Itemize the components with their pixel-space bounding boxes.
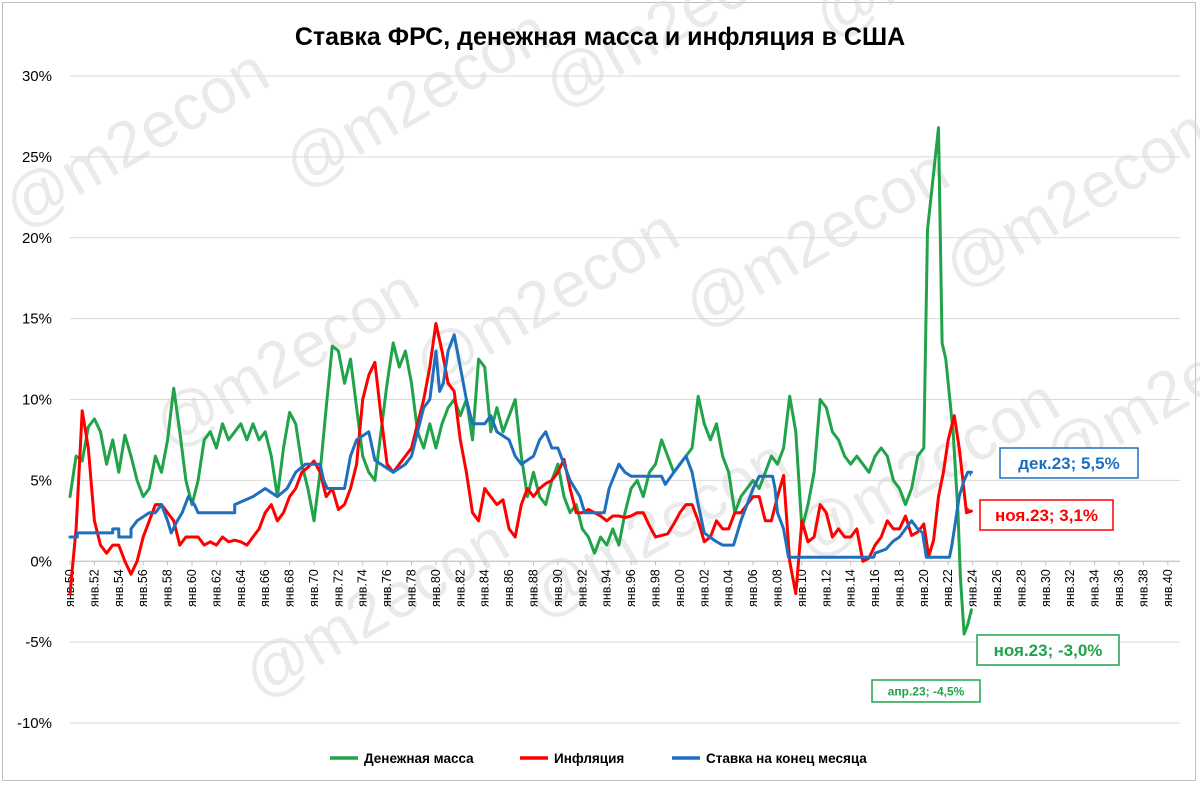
callout-label-rate-dec23: дек.23; 5,5% [1018,454,1120,473]
callout-leader-inflation-nov23 [966,507,971,512]
y-tick-label: 0% [30,553,52,570]
x-tick-label: янв.36 [1112,569,1126,607]
x-tick-label: янв.92 [575,569,589,607]
x-tick-label: янв.38 [1136,569,1150,607]
x-tick-label: янв.34 [1088,569,1102,607]
x-tick-label: янв.06 [746,569,760,607]
x-tick-label: янв.32 [1063,569,1077,607]
callout-leader-money-nov23 [969,609,973,615]
x-tick-label: янв.64 [234,569,248,607]
x-tick-label: янв.52 [87,569,101,607]
x-tick-label: янв.22 [941,569,955,607]
x-tick-label: янв.14 [844,569,858,607]
x-tick-label: янв.20 [917,569,931,607]
x-tick-label: янв.94 [600,569,614,607]
y-tick-label: 20% [22,230,52,247]
callout-label-money-nov23: ноя.23; -3,0% [994,641,1103,660]
x-tick-label: янв.96 [624,569,638,607]
series-line-fed-rate [68,333,973,559]
x-tick-label: янв.16 [868,569,882,607]
x-tick-label: янв.28 [1014,569,1028,607]
callout-leader-rate-dec23 [969,472,973,477]
x-tick-label: янв.26 [990,569,1004,607]
x-tick-label: янв.86 [502,569,516,607]
x-tick-label: янв.90 [551,569,565,607]
x-tick-label: янв.12 [819,569,833,607]
callout-label-inflation-nov23: ноя.23; 3,1% [995,506,1098,525]
x-tick-label: янв.72 [331,569,345,607]
x-tick-label: янв.78 [405,569,419,607]
callout-label-money-apr23: апр.23; -4,5% [888,684,965,698]
chart-title: Ставка ФРС, денежная масса и инфляция в … [295,23,905,51]
x-tick-label: янв.68 [283,569,297,607]
y-tick-label: -5% [25,634,52,651]
x-tick-label: янв.76 [380,569,394,607]
series-lines [68,126,973,636]
x-tick-label: янв.04 [722,569,736,607]
x-tick-label: янв.24 [966,569,980,607]
x-tick-label: янв.60 [185,569,199,607]
x-tick-label: янв.02 [697,569,711,607]
annotations: дек.23; 5,5% ноя.23; 3,1% ноя.23; -3,0% апр… [871,447,1139,703]
callout-leader-money-apr23 [963,632,966,635]
legend-label-inflation: Инфляция [554,751,624,766]
x-tick-label: янв.84 [478,569,492,607]
x-tick-label: янв.70 [307,569,321,607]
y-tick-label: -10% [17,715,52,732]
x-tick-label: янв.80 [429,569,443,607]
x-tick-label: янв.62 [209,569,223,607]
x-axis-ticks: янв.50 янв.52 янв.54 янв.56 янв.58 янв.60 янв.… [63,561,1175,607]
callout-box-money-nov23 [976,634,1120,666]
x-tick-label: янв.88 [527,569,541,607]
legend-label-fed-rate: Ставка на конец месяца [706,751,867,766]
legend: Денежная масса Инфляция Ставка на конец ме… [330,751,867,766]
x-tick-label: янв.66 [258,569,272,607]
y-axis-ticks: 30% 25% 20% 15% 10% 5% 0% -5% -10% [17,68,52,732]
y-tick-label: 25% [22,149,52,166]
x-tick-label: янв.30 [1039,569,1053,607]
x-tick-label: янв.00 [673,569,687,607]
y-tick-label: 5% [30,472,52,489]
watermark-text: @m2econ [0,33,280,242]
grid-lines [70,75,1180,724]
x-tick-label: янв.58 [161,569,175,607]
legend-label-money-supply: Денежная масса [364,751,474,766]
series-line-money-supply [68,126,973,636]
x-tick-label: янв.98 [648,569,662,607]
x-tick-label: янв.40 [1161,569,1175,607]
x-tick-label: янв.74 [356,569,370,607]
callout-box-money-apr23 [871,679,981,703]
callout-box-rate-dec23 [999,447,1139,479]
x-tick-label: янв.56 [136,569,150,607]
x-tick-label: янв.54 [112,569,126,607]
x-tick-label: янв.18 [892,569,906,607]
x-tick-label: янв.82 [453,569,467,607]
series-line-inflation [68,322,973,596]
y-tick-label: 15% [22,311,52,328]
watermark-text: @m2econ [931,93,1200,302]
callout-box-inflation-nov23 [979,499,1114,531]
y-tick-label: 10% [22,392,52,409]
watermark-text: @m2econ [531,0,820,122]
x-tick-label: янв.08 [770,569,784,607]
y-tick-label: 30% [22,68,52,85]
